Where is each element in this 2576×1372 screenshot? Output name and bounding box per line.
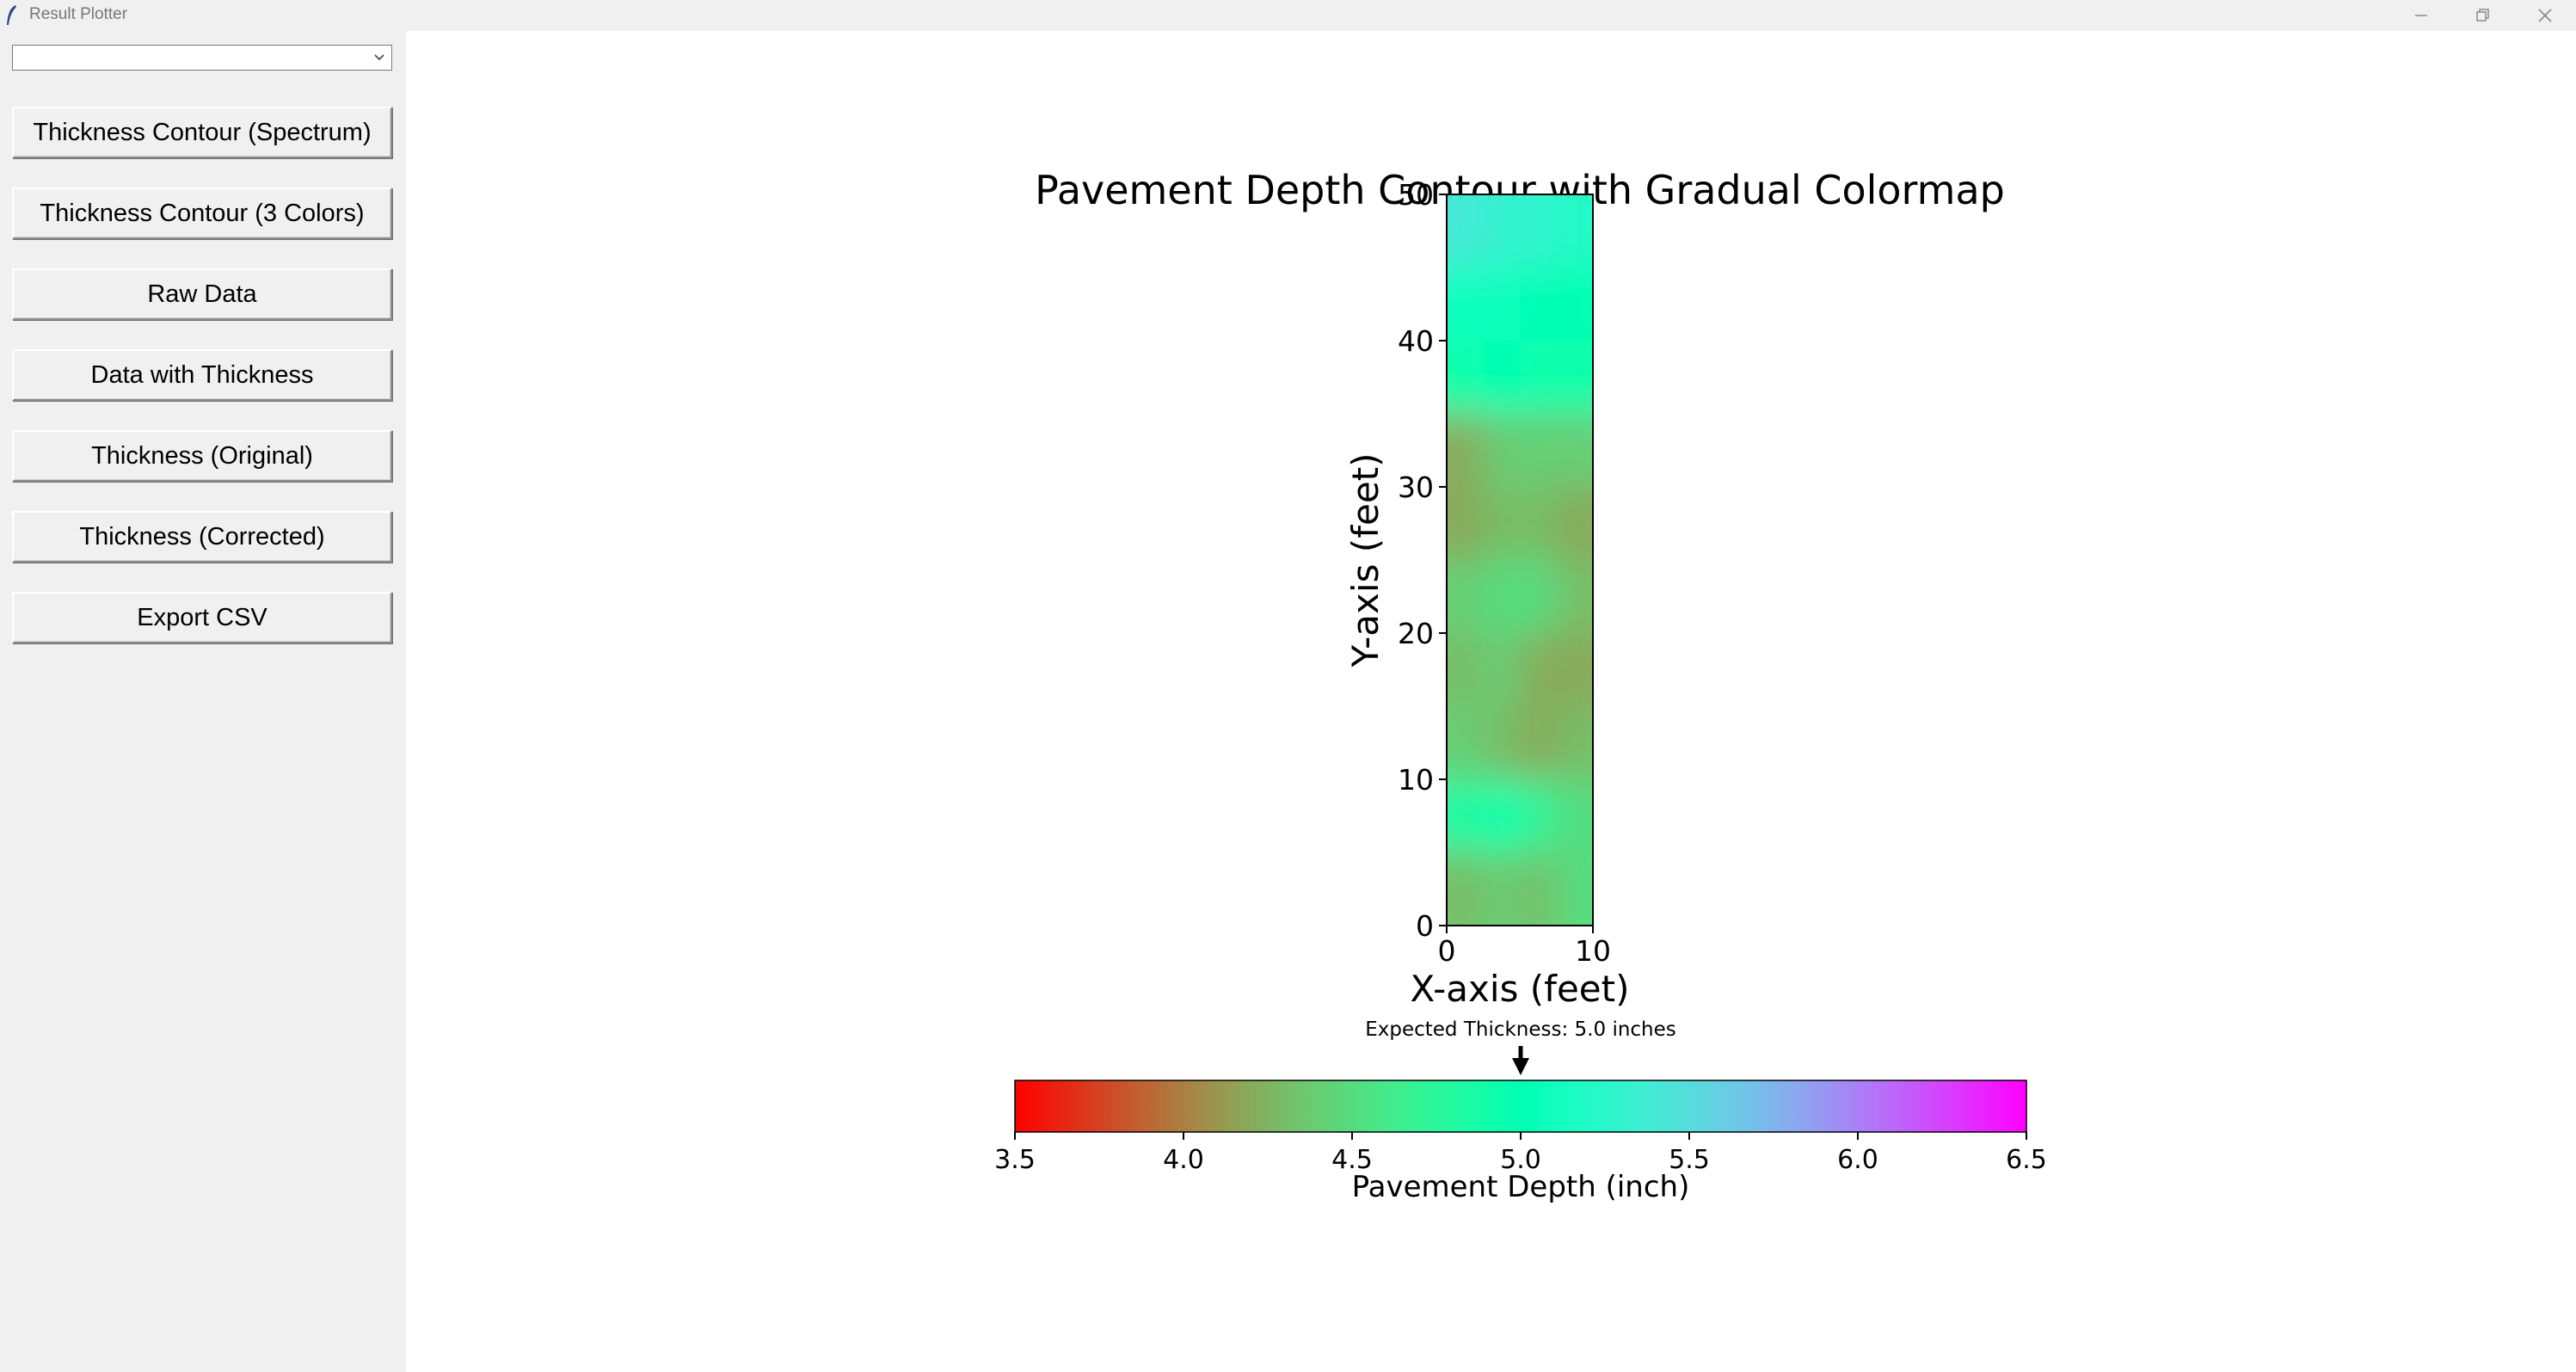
x-axis-label: X-axis (feet) xyxy=(1410,968,1629,1010)
heatmap-cells xyxy=(1447,194,1593,926)
expected-thickness-annotation: Expected Thickness: 5.0 inches xyxy=(1365,1018,1676,1041)
close-icon xyxy=(2538,9,2552,22)
thickness-contour-spectrum-button[interactable]: Thickness Contour (Spectrum) xyxy=(12,107,392,158)
heatmap-cell xyxy=(1556,706,1593,779)
heatmap-cell xyxy=(1556,341,1593,414)
heatmap-cell xyxy=(1556,560,1593,633)
heatmap-cell xyxy=(1483,852,1520,926)
close-button[interactable] xyxy=(2515,0,2575,31)
heatmap-cell xyxy=(1447,633,1484,706)
heatmap-cell xyxy=(1483,706,1520,779)
colorbar-tick-label: 5.5 xyxy=(1669,1145,1710,1175)
heatmap-cell xyxy=(1447,852,1484,926)
colorbar xyxy=(1014,1080,2027,1133)
colorbar-tick-label: 4.5 xyxy=(1331,1145,1373,1175)
heatmap-cell xyxy=(1447,779,1484,852)
heatmap-cell xyxy=(1520,852,1557,926)
heatmap-cell xyxy=(1483,633,1520,706)
control-panel: Thickness Contour (Spectrum) Thickness C… xyxy=(0,31,404,1372)
y-tick-label: 10 xyxy=(1398,763,1434,797)
raw-data-button[interactable]: Raw Data xyxy=(12,268,392,320)
heatmap-cell xyxy=(1556,779,1593,852)
heatmap-cell xyxy=(1520,194,1557,268)
heatmap-cell xyxy=(1483,487,1520,560)
heatmap-cell xyxy=(1520,706,1557,779)
heatmap-cell xyxy=(1556,633,1593,706)
heatmap-cell xyxy=(1447,487,1484,560)
y-tick-label: 50 xyxy=(1398,178,1434,212)
heatmap-cell xyxy=(1447,268,1484,341)
y-axis-label: Y-axis (feet) xyxy=(1344,452,1386,668)
y-tick-label: 20 xyxy=(1398,617,1434,650)
colorbar-tick-label: 6.5 xyxy=(2006,1145,2047,1175)
y-tick-label: 30 xyxy=(1398,471,1434,504)
heatmap-cell xyxy=(1556,487,1593,560)
restore-icon xyxy=(2476,9,2489,22)
heatmap-cell xyxy=(1483,414,1520,487)
thickness-contour-3-colors-button[interactable]: Thickness Contour (3 Colors) xyxy=(12,188,392,239)
y-axis-ticks: 0 10 20 30 40 50 xyxy=(1398,178,1447,943)
plot-canvas: Pavement Depth Contour with Gradual Colo… xyxy=(406,31,2576,1372)
export-csv-button[interactable]: Export CSV xyxy=(12,592,392,643)
chevron-down-icon xyxy=(374,54,384,61)
y-tick-label: 40 xyxy=(1398,324,1434,358)
heatmap-cell xyxy=(1520,779,1557,852)
heatmap-cell xyxy=(1520,414,1557,487)
heatmap-cell xyxy=(1520,560,1557,633)
colorbar-tick-label: 6.0 xyxy=(1837,1145,1878,1175)
contour-chart: Pavement Depth Contour with Gradual Colo… xyxy=(994,167,2047,1204)
dataset-dropdown[interactable] xyxy=(12,45,392,71)
heatmap-cell xyxy=(1520,633,1557,706)
heatmap-cell xyxy=(1447,414,1484,487)
x-tick-label: 0 xyxy=(1438,934,1456,968)
heatmap-cell xyxy=(1483,560,1520,633)
heatmap-cell xyxy=(1447,341,1484,414)
x-axis-ticks: 0 10 xyxy=(1438,926,1611,968)
thickness-original-button[interactable]: Thickness (Original) xyxy=(12,430,392,482)
heatmap-cell xyxy=(1447,560,1484,633)
heatmap-cell xyxy=(1520,341,1557,414)
colorbar-tick-label: 4.0 xyxy=(1163,1145,1204,1175)
restore-button[interactable] xyxy=(2453,0,2513,31)
y-tick-label: 0 xyxy=(1416,909,1434,943)
colorbar-label: Pavement Depth (inch) xyxy=(1352,1170,1690,1204)
heatmap-cell xyxy=(1483,268,1520,341)
feather-icon xyxy=(7,5,16,25)
colorbar-tick-label: 5.0 xyxy=(1500,1145,1541,1175)
heatmap-cell xyxy=(1556,268,1593,341)
heatmap-cell xyxy=(1483,779,1520,852)
heatmap-cell xyxy=(1556,194,1593,268)
colorbar-tick-label: 3.5 xyxy=(994,1145,1036,1175)
heatmap-cell xyxy=(1520,268,1557,341)
heatmap-cell xyxy=(1556,852,1593,926)
minimize-icon xyxy=(2415,15,2427,16)
heatmap-cell xyxy=(1520,487,1557,560)
thickness-corrected-button[interactable]: Thickness (Corrected) xyxy=(12,511,392,563)
window-title: Result Plotter xyxy=(29,5,128,23)
heatmap-cell xyxy=(1447,706,1484,779)
x-tick-label: 10 xyxy=(1575,934,1611,968)
minimize-button[interactable] xyxy=(2391,0,2451,31)
plot-frame xyxy=(1446,194,1594,926)
heatmap-cell xyxy=(1556,414,1593,487)
colorbar-ticks: 3.5 4.0 4.5 5.0 5.5 6.0 6.5 xyxy=(994,1132,2047,1175)
expected-thickness-arrow xyxy=(1512,1046,1529,1075)
heatmap-cell xyxy=(1483,341,1520,414)
arrow-head xyxy=(1512,1058,1529,1075)
heatmap-cell xyxy=(1483,194,1520,268)
data-with-thickness-button[interactable]: Data with Thickness xyxy=(12,349,392,401)
window-title-bar[interactable]: Result Plotter xyxy=(0,0,2576,31)
heatmap-cell xyxy=(1447,194,1484,268)
